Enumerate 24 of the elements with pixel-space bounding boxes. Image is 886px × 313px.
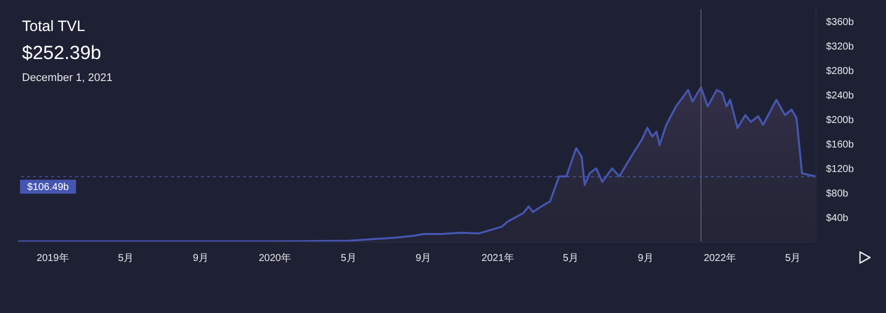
x-tick-label: 9月	[416, 253, 432, 264]
y-tick-label: $280b	[826, 66, 854, 77]
ref-line-label: $106.49b	[27, 182, 70, 194]
x-tick-label: 2022年	[704, 252, 736, 264]
annotation: December 1, 2021	[22, 72, 112, 84]
x-tick-label: 5月	[118, 253, 134, 264]
y-tick-label: $200b	[826, 114, 854, 126]
x-tick-label: 9月	[192, 253, 208, 264]
x-tick-label: 2021年	[482, 252, 514, 264]
y-tick-label: $80b	[826, 188, 849, 200]
x-tick-label: 2020年	[258, 252, 291, 264]
x-tick-label: 5月	[340, 253, 356, 264]
y-tick-label: $320b	[826, 41, 854, 52]
x-tick-label: 9月	[638, 253, 654, 264]
x-tick-label: 2019年	[36, 252, 69, 264]
y-tick-label: $40b	[826, 213, 849, 224]
y-tick-label: $240b	[826, 90, 854, 102]
x-tick-label: 5月	[785, 253, 801, 264]
y-tick-label: $360b	[826, 16, 854, 28]
y-tick-label: $120b	[826, 164, 854, 175]
y-tick-label: $160b	[826, 139, 854, 150]
text: $252.39b	[22, 42, 102, 66]
x-tick-label: 5月	[562, 253, 578, 264]
text: Total TVL	[22, 18, 86, 36]
